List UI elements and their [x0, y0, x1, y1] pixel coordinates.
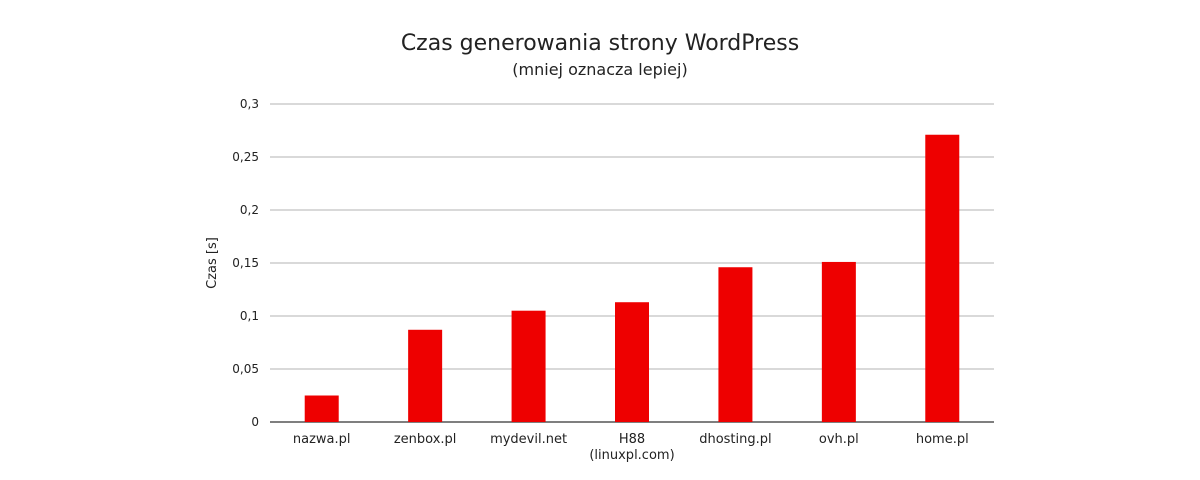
y-axis-label: Czas [s]: [205, 237, 220, 289]
x-category-label-line: home.pl: [916, 432, 969, 447]
y-tick-label: 0,05: [232, 362, 259, 376]
x-category-label: mydevil.net: [490, 432, 567, 447]
bar: [925, 134, 960, 423]
bar: [718, 267, 753, 422]
y-tick-label: 0,1: [240, 309, 259, 323]
x-category-label-line: ovh.pl: [819, 432, 859, 447]
x-category-label-line: nazwa.pl: [293, 432, 351, 447]
y-tick-label: 0,25: [232, 150, 259, 164]
y-tick-label: 0,3: [240, 97, 259, 111]
x-category-label: H88 (linuxpl.com): [589, 432, 674, 463]
y-tick-label: 0,2: [240, 203, 259, 217]
x-category-label: dhosting.pl: [699, 432, 771, 447]
gridlines: [270, 103, 994, 423]
bar: [511, 310, 546, 422]
x-axis-category-labels: nazwa.pl zenbox.pl mydevil.net H88 (linuxpl.…: [293, 432, 969, 463]
x-category-label-line: (linuxpl.com): [589, 448, 674, 463]
x-category-label: nazwa.pl: [293, 432, 351, 447]
x-category-label: ovh.pl: [819, 432, 859, 447]
x-category-label-line: mydevil.net: [490, 432, 567, 447]
x-category-label-line: H88: [619, 432, 645, 447]
x-category-label-line: zenbox.pl: [394, 432, 457, 447]
x-category-label: home.pl: [916, 432, 969, 447]
y-axis-ticks: 0 0,05 0,1 0,15 0,2 0,25 0,3: [232, 97, 259, 429]
x-category-label: zenbox.pl: [394, 432, 457, 447]
chart-title: Czas generowania strony WordPress: [401, 31, 799, 56]
bar: [821, 261, 856, 422]
bar: [615, 302, 649, 422]
y-tick-label: 0,15: [232, 256, 259, 270]
bar: [408, 329, 443, 422]
bar: [304, 395, 339, 422]
bars: [304, 134, 960, 423]
y-tick-label: 0: [251, 415, 259, 429]
x-category-label-line: dhosting.pl: [699, 432, 771, 447]
chart-subtitle: (mniej oznacza lepiej): [512, 60, 687, 79]
